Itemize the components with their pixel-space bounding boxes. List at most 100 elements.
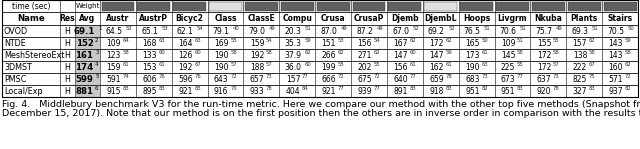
Text: Res: Res — [60, 14, 76, 23]
Text: 61: 61 — [445, 62, 452, 67]
Text: 58: 58 — [122, 50, 129, 55]
Text: Livgrm: Livgrm — [498, 14, 527, 23]
Text: 77: 77 — [410, 74, 416, 79]
Text: 64.5: 64.5 — [105, 27, 122, 35]
Text: 87.2: 87.2 — [356, 27, 373, 35]
Text: OVOD: OVOD — [4, 27, 28, 35]
Text: 37.9: 37.9 — [284, 51, 301, 59]
Text: 49: 49 — [376, 26, 383, 31]
Text: 78: 78 — [266, 86, 273, 91]
Bar — [76, 62, 99, 73]
Bar — [388, 1, 421, 10]
Text: 72: 72 — [338, 74, 344, 79]
Text: 83: 83 — [445, 86, 452, 91]
Text: 62: 62 — [625, 62, 632, 67]
Text: 20.3: 20.3 — [285, 27, 301, 35]
Text: 939: 939 — [357, 87, 372, 96]
Text: 190: 190 — [214, 51, 228, 59]
Text: H: H — [65, 51, 70, 59]
Text: 78: 78 — [445, 74, 452, 79]
Text: 1: 1 — [99, 26, 102, 31]
Text: 168: 168 — [142, 38, 157, 48]
Text: 59: 59 — [625, 38, 632, 43]
Bar — [2, 12, 638, 25]
Bar — [2, 0, 638, 12]
Text: 60: 60 — [410, 50, 416, 55]
Text: 54: 54 — [266, 38, 273, 43]
Text: 155: 155 — [537, 38, 551, 48]
Text: 87.0: 87.0 — [321, 27, 337, 35]
Text: 60: 60 — [195, 50, 201, 55]
Text: Hoops: Hoops — [463, 14, 490, 23]
Text: 52: 52 — [125, 26, 132, 31]
Text: 49: 49 — [556, 26, 563, 31]
Text: 3: 3 — [95, 50, 99, 55]
Text: 159: 159 — [250, 38, 264, 48]
Text: 60: 60 — [158, 50, 165, 55]
Text: 83: 83 — [410, 86, 416, 91]
Text: 174: 174 — [76, 62, 93, 72]
Text: 165: 165 — [465, 38, 479, 48]
Bar — [138, 1, 170, 10]
Text: 51: 51 — [591, 26, 598, 31]
Text: 51: 51 — [305, 26, 312, 31]
Bar — [2, 37, 638, 49]
Text: 57: 57 — [230, 62, 237, 67]
Text: 921: 921 — [322, 87, 336, 96]
Bar — [353, 1, 385, 10]
Text: 62: 62 — [445, 38, 452, 43]
Text: 951: 951 — [501, 87, 515, 96]
Text: 79.0: 79.0 — [248, 27, 266, 35]
Text: Weight: Weight — [76, 3, 100, 9]
Text: 881: 881 — [76, 87, 93, 96]
Text: 225: 225 — [501, 62, 515, 72]
Text: 55: 55 — [517, 62, 524, 67]
Text: 3DMST: 3DMST — [4, 62, 32, 72]
Text: 59: 59 — [445, 50, 452, 55]
Text: 157: 157 — [285, 74, 300, 83]
Text: 109: 109 — [501, 38, 515, 48]
Text: 666: 666 — [321, 74, 336, 83]
Text: 571: 571 — [609, 74, 623, 83]
Text: Name: Name — [17, 14, 45, 23]
Text: 51: 51 — [484, 26, 491, 31]
Text: 190: 190 — [214, 62, 228, 72]
Text: 59: 59 — [305, 38, 312, 43]
Text: 74: 74 — [122, 74, 129, 79]
Bar — [2, 73, 638, 85]
Text: 916: 916 — [214, 87, 228, 96]
Text: 156: 156 — [394, 62, 408, 72]
Bar — [245, 1, 278, 10]
Text: 58: 58 — [589, 50, 596, 55]
Text: 138: 138 — [573, 51, 587, 59]
Text: H: H — [65, 87, 70, 96]
Text: 5: 5 — [95, 74, 99, 79]
Text: 190: 190 — [465, 62, 479, 72]
Text: 157: 157 — [573, 38, 587, 48]
Text: 133: 133 — [142, 51, 157, 59]
Text: 918: 918 — [429, 87, 444, 96]
Text: 69.1: 69.1 — [74, 27, 95, 35]
Text: 58: 58 — [625, 50, 632, 55]
Text: 147: 147 — [394, 51, 408, 59]
Text: 83: 83 — [195, 86, 201, 91]
Text: MeshStereoExt: MeshStereoExt — [4, 51, 65, 59]
Text: 153: 153 — [142, 62, 157, 72]
Text: 62: 62 — [305, 50, 312, 55]
Text: 52: 52 — [412, 26, 419, 31]
Text: 266: 266 — [321, 51, 336, 59]
Text: 58: 58 — [553, 50, 559, 55]
Text: 172: 172 — [537, 51, 551, 59]
Text: 55: 55 — [338, 62, 344, 67]
Text: 172: 172 — [429, 38, 444, 48]
Text: 61: 61 — [122, 62, 129, 67]
Text: 83: 83 — [517, 86, 524, 91]
Text: time (sec): time (sec) — [12, 1, 51, 10]
Text: 159: 159 — [106, 62, 121, 72]
Text: 169: 169 — [214, 38, 228, 48]
Text: 73: 73 — [553, 74, 559, 79]
Text: 937: 937 — [609, 87, 623, 96]
Text: 143: 143 — [609, 38, 623, 48]
Bar — [76, 38, 99, 49]
Text: Crusa: Crusa — [321, 14, 346, 23]
